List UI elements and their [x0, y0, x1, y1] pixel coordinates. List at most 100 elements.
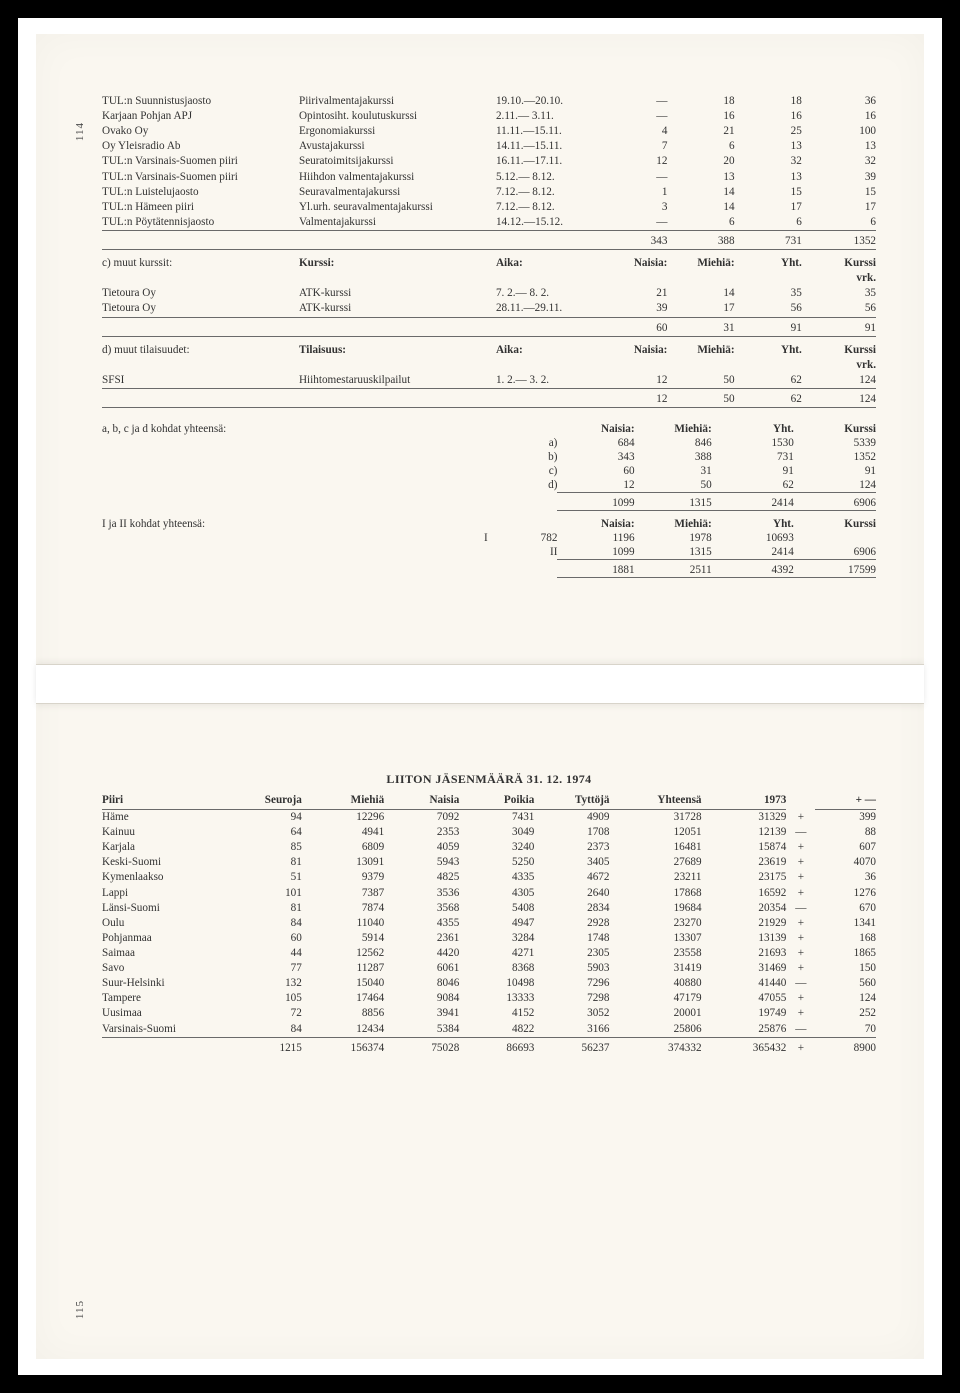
mh-tyttoja: Tyttöjä: [534, 793, 609, 810]
mh-naisia: Naisia: [384, 793, 459, 810]
mh-yhteensa: Yhteensä: [609, 793, 701, 810]
hdr-d-miehia: Miehiä:: [667, 343, 734, 373]
abcd-sum-k: 6906: [794, 493, 876, 511]
mt-1973: 365432: [702, 1037, 787, 1056]
table-row: Kymenlaakso5193794825433546722321123175+…: [102, 870, 876, 885]
abcd-hdr-naisia: Naisia:: [557, 422, 634, 436]
mh-diff: + —: [815, 793, 876, 810]
sum-yht: 731: [735, 230, 802, 249]
iii-sum-n: 1881: [557, 560, 634, 578]
table-row: Karjala8568094059324023731648115874+607: [102, 840, 876, 855]
sum-d-yht: 62: [735, 388, 802, 407]
table-row: II1099131524146906: [102, 545, 876, 560]
table-row: TUL:n Varsinais-Suomen piiriHiihdon valm…: [102, 170, 876, 185]
sum-d-miehia: 50: [667, 388, 734, 407]
table-row: b)3433887311352: [102, 450, 876, 464]
hdr-d-aika: Aika:: [496, 343, 612, 373]
hdr-d-kurssivrk: Kurssivrk.: [802, 343, 876, 373]
table-row: a)68484615305339: [102, 436, 876, 450]
table-row: Saimaa44125624420427123052355821693+1865: [102, 946, 876, 961]
hdr-aika: Aika:: [496, 256, 612, 286]
section-d-label: d) muut tilaisuudet:: [102, 343, 299, 373]
table-row: Karjaan Pohjan APJOpintosiht. koulutusku…: [102, 109, 876, 124]
table-row: Suur-Helsinki132150408046104987296408804…: [102, 976, 876, 991]
hdr-tilaisuus: Tilaisuus:: [299, 343, 496, 373]
i-ii-hdr-miehia: Miehiä:: [635, 517, 712, 531]
hdr-yht: Yht.: [735, 256, 802, 286]
table-row: Keski-Suomi81130915943525034052768923619…: [102, 855, 876, 870]
mh-miehia: Miehiä: [302, 793, 384, 810]
sum-naisia: 343: [612, 230, 668, 249]
mh-piiri: Piiri: [102, 793, 235, 810]
mt-seur: 1215: [235, 1037, 302, 1056]
hdr-kurssivrk: Kurssivrk.: [802, 256, 876, 286]
table-row: TUL:n Varsinais-Suomen piiriSeuratoimits…: [102, 154, 876, 169]
sum-c-kv: 91: [802, 317, 876, 336]
membership-title: LIITON JÄSENMÄÄRÄ 31. 12. 1974: [102, 772, 876, 787]
mh-poikia: Poikia: [459, 793, 534, 810]
table-row: Kainuu6449412353304917081205112139—88: [102, 825, 876, 840]
i-ii-hdr-kurssi: Kurssi: [794, 517, 876, 531]
page-number-bottom: 115: [74, 1300, 88, 1319]
membership-table: Piiri Seuroja Miehiä Naisia Poikia Tyttö…: [102, 793, 876, 1056]
page-break-divider: [36, 664, 924, 704]
i-ii-label: I ja II kohdat yhteensä:: [102, 517, 488, 531]
sum-c-yht: 91: [735, 317, 802, 336]
table-row: TUL:n SuunnistusjaostoPiirivalmentajakur…: [102, 94, 876, 109]
table-row: Länsi-Suomi8178743568540828341968420354—…: [102, 901, 876, 916]
abcd-hdr-kurssi: Kurssi: [794, 422, 876, 436]
sum-d-naisia: 12: [612, 388, 668, 407]
table-row: Lappi10173873536430526401786816592+1276: [102, 886, 876, 901]
section-c-label: c) muut kurssit:: [102, 256, 299, 286]
mh-seuroja: Seuroja: [235, 793, 302, 810]
sum-c-naisia: 60: [612, 317, 668, 336]
page-number-top: 114: [74, 122, 88, 141]
hdr-naisia: Naisia:: [612, 256, 668, 286]
abcd-sum-y: 2414: [712, 493, 794, 511]
i-ii-hdr-naisia: Naisia:: [557, 517, 634, 531]
table-row: Häme94122967092743149093172831329+399: [102, 810, 876, 826]
mt-tyt: 56237: [534, 1037, 609, 1056]
mt-mie: 156374: [302, 1037, 384, 1056]
table-row: Tietoura OyATK-kurssi28.11.—29.11.391756…: [102, 301, 876, 317]
mt-nai: 75028: [384, 1037, 459, 1056]
mt-yht: 374332: [609, 1037, 701, 1056]
sum-c-miehia: 31: [667, 317, 734, 336]
hdr-d-naisia: Naisia:: [612, 343, 668, 373]
i-ii-hdr-yht: Yht.: [712, 517, 794, 531]
abcd-hdr-miehia: Miehiä:: [635, 422, 712, 436]
abcd-label: a, b, c ja d kohdat yhteensä:: [102, 422, 488, 436]
table-row: Oulu84110404355494729282327021929+1341: [102, 916, 876, 931]
table-row: I7821196197810693: [102, 531, 876, 545]
table-row: SFSIHiihtomestaruuskilpailut1. 2.— 3. 2.…: [102, 373, 876, 389]
table-row: d)125062124: [102, 478, 876, 493]
table-row: Uusimaa7288563941415230522000119749+252: [102, 1006, 876, 1021]
iii-sum-k: 17599: [794, 560, 876, 578]
table-row: Tampere1051746490841333372984717947055+1…: [102, 991, 876, 1006]
mt-poi: 86693: [459, 1037, 534, 1056]
section-b-table: TUL:n SuunnistusjaostoPiirivalmentajakur…: [102, 94, 876, 408]
sum-kurssivrk: 1352: [802, 230, 876, 249]
mt-diff: 8900: [815, 1037, 876, 1056]
abcd-sum-m: 1315: [635, 493, 712, 511]
table-row: TUL:n LuistelujaostoSeuravalmentajakurss…: [102, 185, 876, 200]
table-row: Savo77112876061836859033141931469+150: [102, 961, 876, 976]
sum-miehia: 388: [667, 230, 734, 249]
table-row: Tietoura OyATK-kurssi7. 2.— 8. 2.2114353…: [102, 286, 876, 301]
iii-sum-m: 2511: [635, 560, 712, 578]
sum-d-kv: 124: [802, 388, 876, 407]
table-row: TUL:n PöytätennisjaostoValmentajakurssi1…: [102, 215, 876, 231]
mt-sign: +: [786, 1037, 815, 1056]
hdr-d-yht: Yht.: [735, 343, 802, 373]
table-row: Pohjanmaa6059142361328417481330713139+16…: [102, 931, 876, 946]
table-row: Oy Yleisradio AbAvustajakurssi14.11.—15.…: [102, 139, 876, 154]
abcd-sum-n: 1099: [557, 493, 634, 511]
abcd-hdr-yht: Yht.: [712, 422, 794, 436]
hdr-kurssi: Kurssi:: [299, 256, 496, 286]
table-row: Ovako OyErgonomiakurssi11.11.—15.11.4212…: [102, 124, 876, 139]
mh-1973: 1973: [702, 793, 787, 810]
table-row: Varsinais-Suomi8412434538448223166258062…: [102, 1022, 876, 1038]
abcd-summary-table: a, b, c ja d kohdat yhteensä: Naisia: Mi…: [102, 422, 876, 578]
iii-sum-y: 4392: [712, 560, 794, 578]
table-row: c)60319191: [102, 464, 876, 478]
